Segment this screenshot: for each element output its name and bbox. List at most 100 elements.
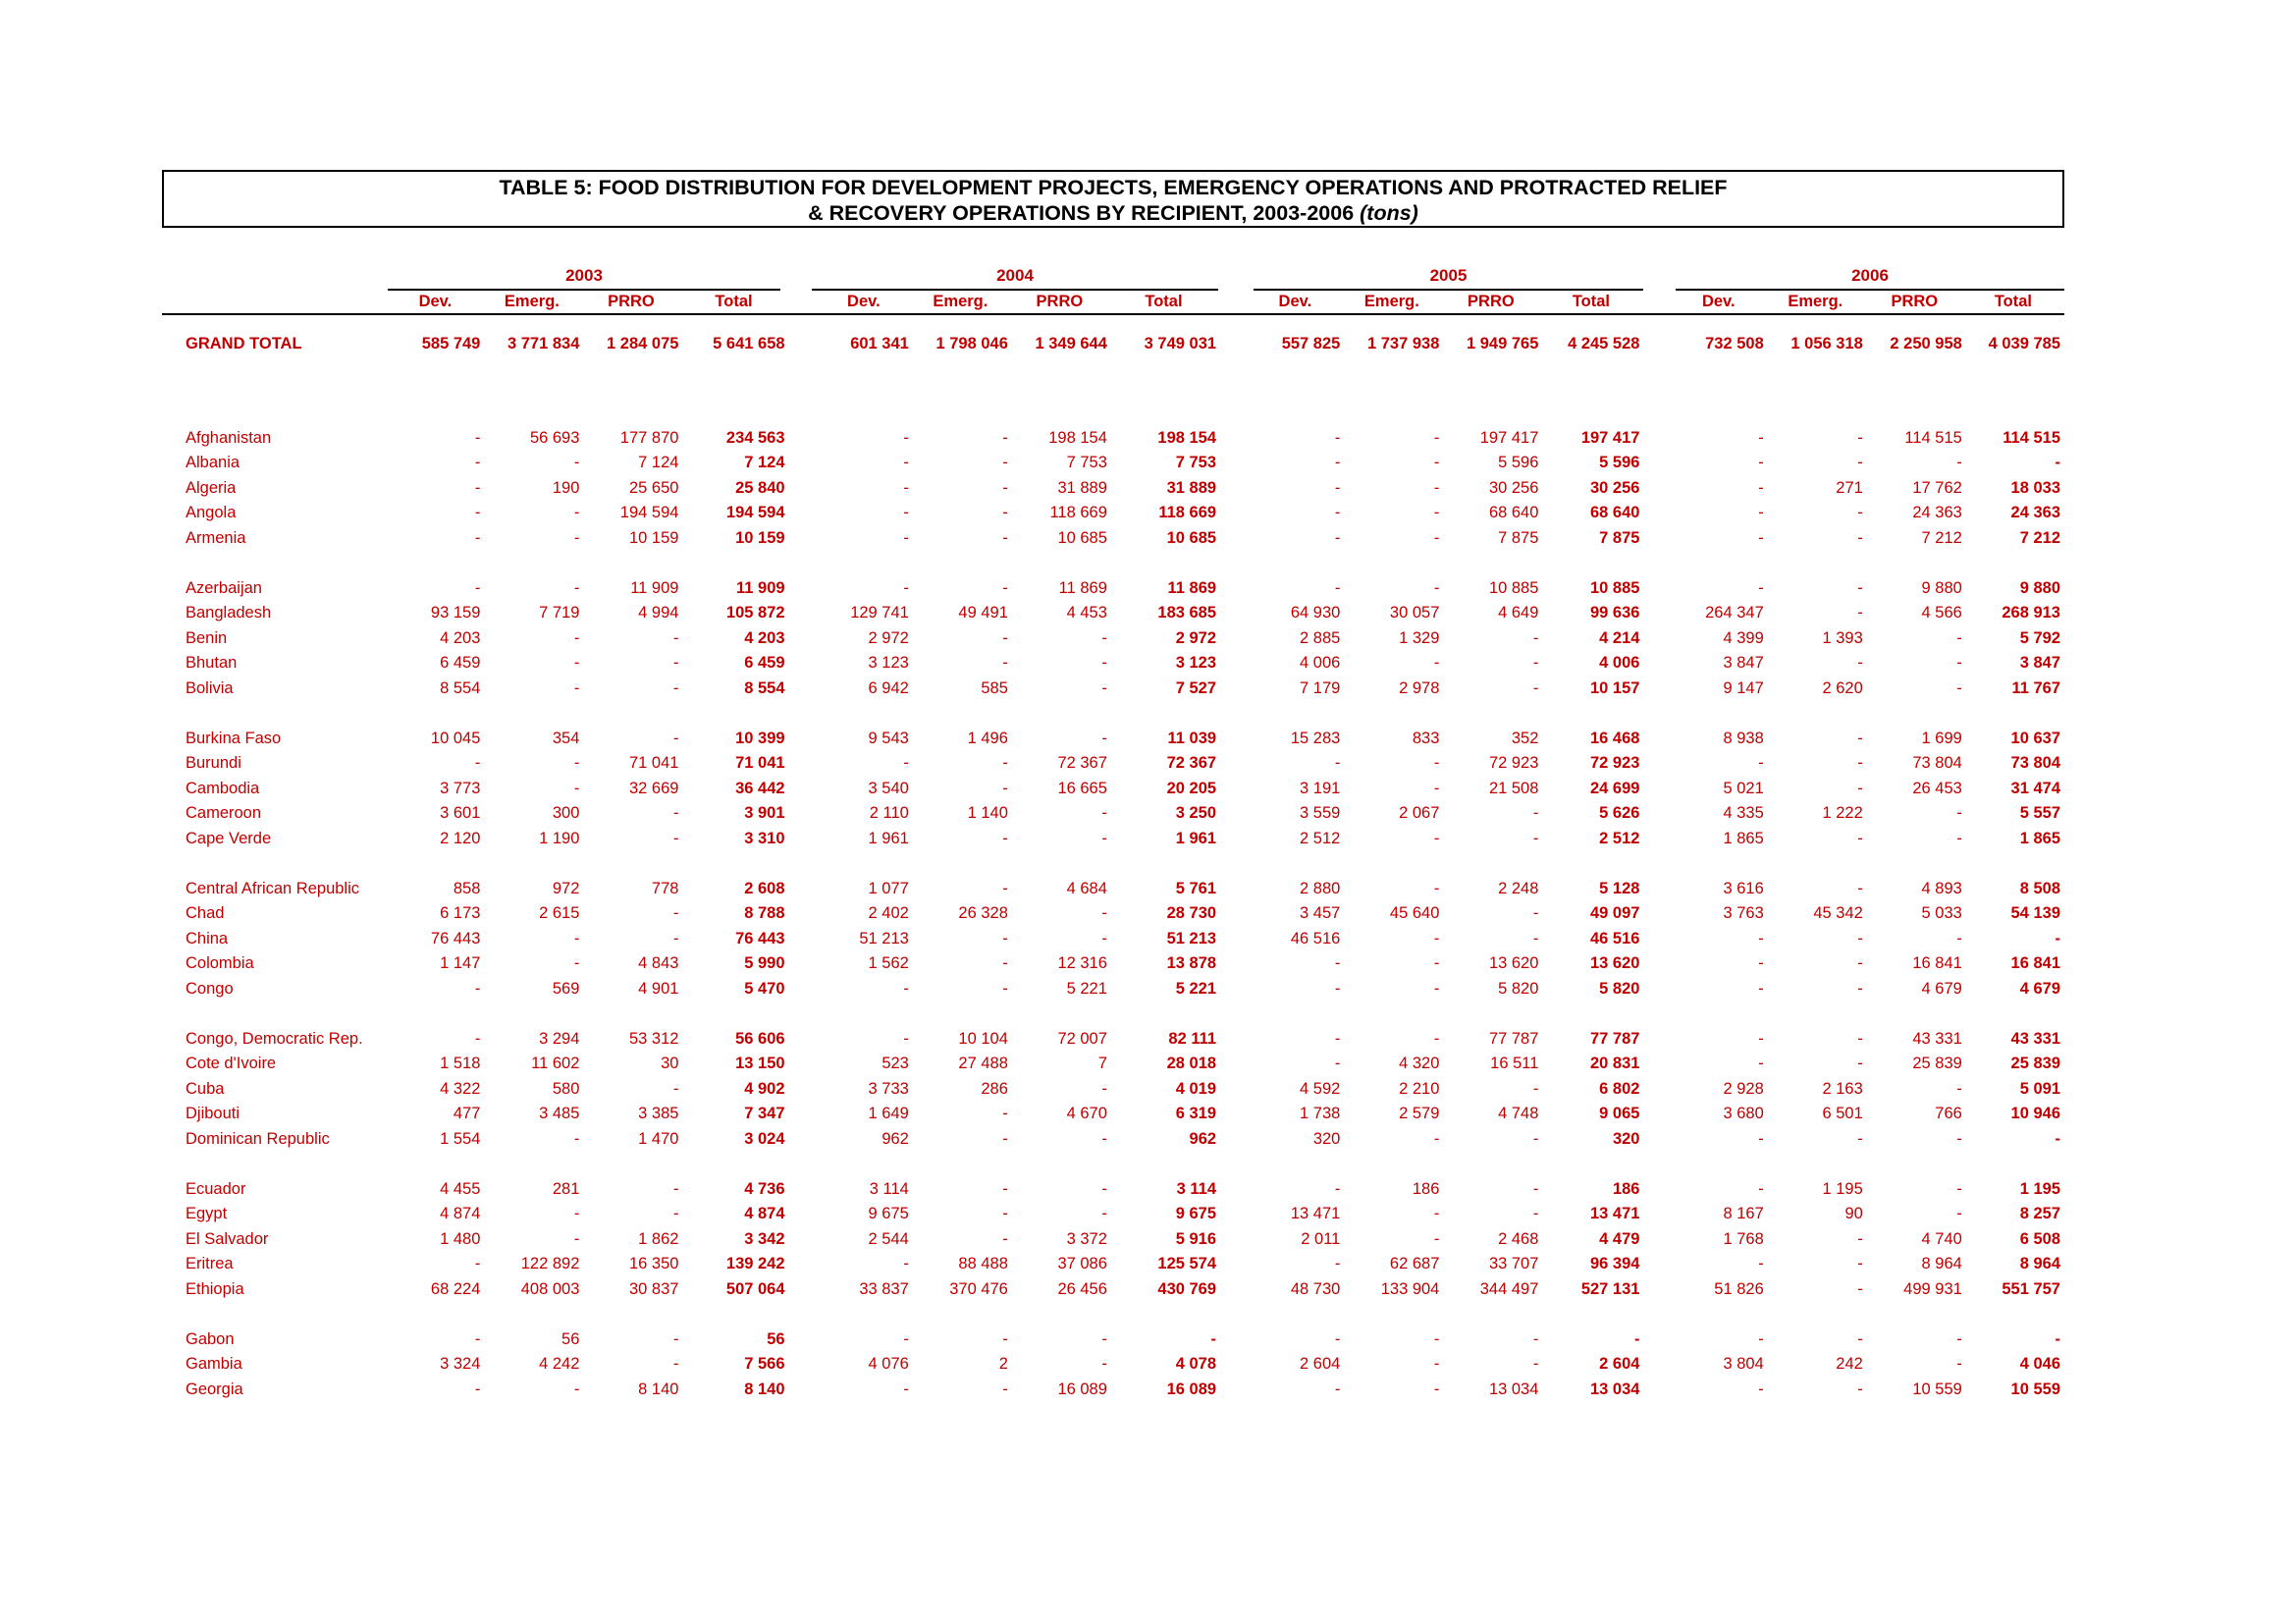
dev-cell: 2 885 [1300, 628, 1341, 647]
prro-cell: 4 684 [1066, 879, 1107, 897]
table-row: Dominican Republic 1 554 - 1 470 3 024 962 - - 9… [162, 1127, 2064, 1153]
emerg-cell: - [573, 1129, 580, 1148]
dev-cell: 2 604 [1300, 1355, 1341, 1373]
table-row: Central African Republic 858 972 778 2 608 1 … [162, 877, 2064, 902]
gap-cell [1643, 1252, 1673, 1277]
gap-cell [1220, 601, 1250, 626]
column-header-row: Dev. Emerg. PRRO Total Dev. Emerg. PRRO Total De… [162, 291, 2064, 312]
table-row: Armenia - - 10 159 10 159 - - 10 685 10 685 - - 7 8… [162, 526, 2064, 552]
dev-cell: - [474, 504, 481, 521]
dev-cell: 3 733 [868, 1079, 909, 1098]
year-header-2006: 2006 [1676, 265, 2064, 291]
total-cell: 9 065 [1599, 1105, 1640, 1122]
gap-cell [789, 801, 819, 827]
prro-cell: - [1532, 1079, 1539, 1098]
emerg-cell: - [1002, 979, 1008, 998]
year-header-2003: 2003 [388, 265, 780, 291]
dev-cell: 3 123 [868, 654, 909, 672]
emerg-cell: - [1857, 1029, 1863, 1048]
total-cell: 8 257 [2019, 1205, 2060, 1222]
emerg-cell: - [1857, 829, 1863, 847]
country-cell: Bhutan [186, 654, 238, 672]
total-cell: 9 880 [2019, 578, 2060, 597]
emerg-cell: - [1857, 1329, 1863, 1348]
total-cell: 5 792 [2019, 628, 2060, 647]
dev-cell: - [1758, 454, 1764, 471]
emerg-cell: 45 640 [1389, 904, 1440, 922]
gap-cell [1643, 801, 1673, 827]
prro-cell: 30 837 [628, 1279, 679, 1298]
total-cell: 76 443 [735, 929, 785, 947]
gap-cell [789, 1327, 819, 1353]
emerg-cell: - [1857, 1380, 1863, 1398]
emerg-cell: - [1857, 454, 1863, 471]
table-title-unit: (tons) [1360, 201, 1418, 225]
total-cell: 51 213 [1166, 929, 1217, 947]
prro-cell: - [1101, 678, 1107, 697]
dev-cell: 1 480 [440, 1229, 481, 1248]
prro-cell: 194 594 [619, 504, 679, 521]
prro-cell: - [1956, 829, 1962, 847]
prro-cell: - [1956, 1329, 1962, 1348]
dev-cell: 1 649 [868, 1105, 909, 1122]
gap-cell [1220, 1102, 1250, 1127]
gap-cell [1643, 426, 1673, 452]
total-cell: 4 902 [744, 1079, 785, 1098]
emerg-cell: - [1433, 779, 1440, 797]
country-cell: Djibouti [186, 1105, 240, 1122]
gap-cell [1643, 1202, 1673, 1227]
gap-cell [1643, 332, 1673, 357]
gap-cell [1220, 1202, 1250, 1227]
table-row: Congo, Democratic Rep. - 3 294 53 312 56 606… [162, 1027, 2064, 1053]
gap-cell [789, 777, 819, 802]
emerg-cell: 56 693 [529, 428, 580, 447]
dev-cell: - [1334, 1380, 1341, 1398]
dev-cell: 1 077 [868, 879, 909, 897]
emerg-cell: 10 104 [958, 1029, 1008, 1048]
emerg-cell: - [1002, 829, 1008, 847]
total-cell: 11 869 [1167, 578, 1217, 597]
table-row: Congo - 569 4 901 5 470 - - 5 221 5 221 - - 5 820 5 … [162, 977, 2064, 1002]
spacer-row [162, 312, 2064, 332]
country-cell: Colombia [186, 954, 254, 972]
dev-cell: 4 006 [1300, 654, 1341, 672]
prro-cell: 10 885 [1488, 578, 1539, 597]
dev-cell: 3 559 [1300, 804, 1341, 822]
total-cell: 13 471 [1590, 1205, 1640, 1222]
emerg-cell: - [1433, 954, 1440, 972]
dev-cell: 93 159 [430, 604, 481, 622]
dev-cell: 9 147 [1723, 678, 1764, 697]
total-cell: 16 841 [2010, 954, 2060, 972]
gap-cell [1643, 927, 1673, 952]
emerg-cell: - [573, 628, 580, 647]
gap-cell [1220, 677, 1250, 702]
table-row: Gambia 3 324 4 242 - 7 566 4 076 2 - 4 078 2 604 -… [162, 1352, 2064, 1378]
prro-cell: - [1101, 729, 1107, 747]
dev-cell: - [474, 578, 481, 597]
total-cell: 11 767 [2011, 678, 2060, 697]
emerg-cell: - [1857, 929, 1863, 947]
prro-cell: - [1956, 1179, 1962, 1198]
dev-cell: - [1758, 1179, 1764, 1198]
gap-cell [1643, 777, 1673, 802]
prro-cell: 5 596 [1498, 454, 1539, 471]
total-cell: 25 840 [735, 478, 785, 497]
prro-cell: 7 212 [1921, 528, 1962, 547]
prro-cell: 53 312 [628, 1029, 679, 1048]
dev-cell: 6 459 [440, 654, 481, 672]
gap-cell [789, 1352, 819, 1378]
total-cell: 2 604 [1599, 1355, 1640, 1373]
emerg-cell: - [1433, 1380, 1440, 1398]
gap-cell [1220, 476, 1250, 502]
column-header-prro: PRRO [608, 293, 655, 310]
gap-cell [1643, 677, 1673, 702]
table-row: Djibouti 477 3 485 3 385 7 347 1 649 - 4 670 6 3… [162, 1102, 2064, 1127]
country-cell: Cape Verde [186, 829, 272, 847]
prro-cell: 72 007 [1057, 1029, 1107, 1048]
country-cell: Cote d'Ivoire [186, 1055, 277, 1072]
total-cell: 5 128 [1599, 879, 1640, 897]
dev-cell: - [474, 478, 481, 497]
total-cell: 5 626 [1599, 804, 1640, 822]
emerg-cell: - [1857, 1279, 1863, 1298]
total-cell: 3 847 [2019, 654, 2060, 672]
